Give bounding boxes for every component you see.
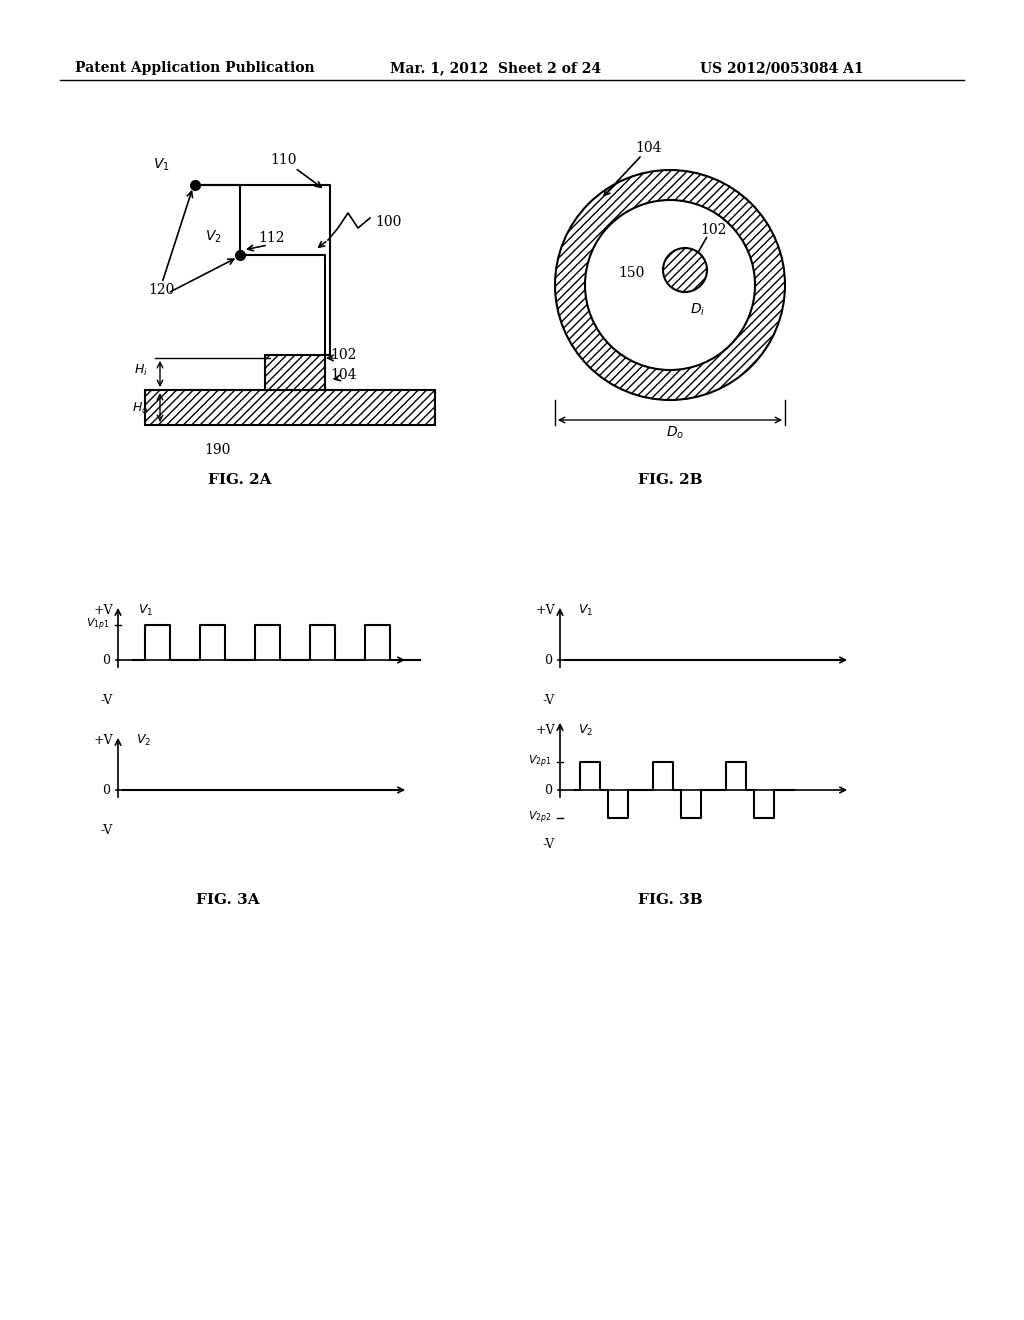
Text: Mar. 1, 2012  Sheet 2 of 24: Mar. 1, 2012 Sheet 2 of 24 [390,61,601,75]
Text: +V: +V [536,723,555,737]
Text: FIG. 2A: FIG. 2A [208,473,271,487]
Text: $V_1$: $V_1$ [138,602,154,618]
Bar [265,355,325,389]
Text: -V: -V [100,693,113,706]
Text: 104: 104 [330,368,356,381]
Text: Patent Application Publication: Patent Application Publication [75,61,314,75]
Circle shape [555,170,785,400]
Text: +V: +V [93,603,113,616]
Text: 102: 102 [330,348,356,362]
Text: +V: +V [536,603,555,616]
Text: 0: 0 [544,653,552,667]
Text: 120: 120 [148,282,174,297]
Text: $V_1$: $V_1$ [154,157,170,173]
Text: -V: -V [543,693,555,706]
Text: $V_2$: $V_2$ [578,722,593,738]
Text: FIG. 2B: FIG. 2B [638,473,702,487]
Text: $D_o$: $D_o$ [666,425,684,441]
Text: -V: -V [543,838,555,851]
Circle shape [585,201,755,370]
Text: FIG. 3B: FIG. 3B [638,894,702,907]
Text: 100: 100 [375,215,401,228]
Text: $V_{2p1}$: $V_{2p1}$ [528,754,552,770]
Text: $V_2$: $V_2$ [205,228,222,246]
Text: 0: 0 [544,784,552,796]
Text: 112: 112 [258,231,285,246]
Text: +V: +V [93,734,113,747]
Text: 150: 150 [618,267,644,280]
Text: 104: 104 [635,141,662,154]
Text: 0: 0 [102,653,110,667]
Text: $V_2$: $V_2$ [136,733,152,747]
Text: $V_{2p2}$: $V_{2p2}$ [528,809,552,826]
Text: FIG. 3A: FIG. 3A [197,894,260,907]
Text: -V: -V [100,824,113,837]
Text: $V_{1p1}$: $V_{1p1}$ [86,616,110,634]
Text: $D_i$: $D_i$ [690,302,706,318]
Text: $H_i$: $H_i$ [134,363,148,378]
Text: US 2012/0053084 A1: US 2012/0053084 A1 [700,61,863,75]
Text: $V_1$: $V_1$ [578,602,593,618]
Text: 102: 102 [700,223,726,238]
Text: 190: 190 [205,444,231,457]
Text: $H_o$: $H_o$ [132,400,148,416]
Text: 110: 110 [270,153,297,168]
Text: 0: 0 [102,784,110,796]
Circle shape [663,248,707,292]
Bar [145,389,435,425]
